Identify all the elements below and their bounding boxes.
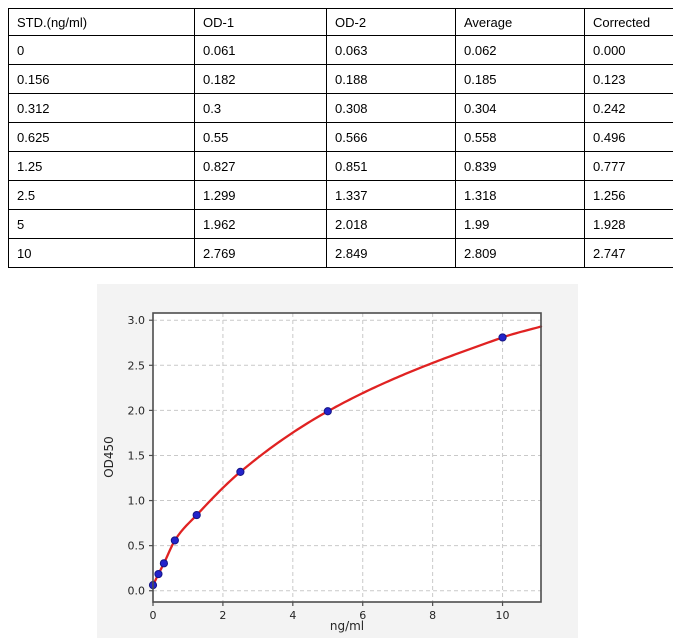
- table-cell: 2.747: [584, 238, 673, 268]
- table-row: 0.312 0.3 0.308 0.304 0.242: [8, 93, 673, 123]
- table-row: 2.5 1.299 1.337 1.318 1.256: [8, 180, 673, 210]
- y-tick-label: 2.0: [128, 404, 146, 417]
- table-cell: 0.242: [584, 93, 673, 123]
- table-cell: 0.839: [455, 151, 585, 181]
- table-cell: 0.188: [326, 64, 456, 94]
- table-cell: 0.566: [326, 122, 456, 152]
- table-row: 0.156 0.182 0.188 0.185 0.123: [8, 64, 673, 94]
- table-cell: 5: [8, 209, 195, 239]
- fit-curve-path: [151, 325, 543, 587]
- chart-svg: 0 2 4 6 8 10 0.0 0.5 1.0 1.5 2.0 2.5 3.0 ng/ml OD45…: [102, 312, 543, 633]
- table-cell: 0.496: [584, 122, 673, 152]
- table-cell: 1.25: [8, 151, 195, 181]
- x-axis-label: ng/ml: [330, 619, 364, 633]
- table-cell: 0.777: [584, 151, 673, 181]
- y-tick-label: 1.5: [128, 449, 146, 462]
- y-tick-label: 0.5: [128, 540, 146, 553]
- x-tick-label: 10: [496, 609, 510, 622]
- table-body: 0 0.061 0.063 0.062 0.000 0.156 0.182 0.188 0.18…: [8, 35, 673, 268]
- table-row: 0 0.061 0.063 0.062 0.000: [8, 35, 673, 65]
- table-row: 10 2.769 2.849 2.809 2.747: [8, 238, 673, 268]
- column-header: Average: [455, 8, 585, 36]
- table-cell: 1.256: [584, 180, 673, 210]
- table-cell: 2.018: [326, 209, 456, 239]
- table-cell: 0.3: [194, 93, 327, 123]
- y-axis-label: OD450: [102, 436, 116, 478]
- data-points: [148, 333, 507, 590]
- table-cell: 10: [8, 238, 195, 268]
- plot-area: [153, 313, 541, 602]
- table-cell: 1.299: [194, 180, 327, 210]
- grid: [153, 313, 541, 602]
- y-tick-label: 2.5: [128, 359, 146, 372]
- x-tick-label: 4: [289, 609, 296, 622]
- table-cell: 1.928: [584, 209, 673, 239]
- table-cell: 2.849: [326, 238, 456, 268]
- column-header: Corrected: [584, 8, 673, 36]
- standard-curve-chart: 0 2 4 6 8 10 0.0 0.5 1.0 1.5 2.0 2.5 3.0 ng/ml OD45…: [97, 284, 578, 638]
- table-cell: 2.5: [8, 180, 195, 210]
- x-tick-label: 6: [359, 609, 366, 622]
- table-cell: 1.337: [326, 180, 456, 210]
- table-cell: 0.156: [8, 64, 195, 94]
- standard-curve-table: STD.(ng/ml) OD-1 OD-2 Average Corrected 0 0.0…: [8, 8, 673, 268]
- table-cell: 0.625: [8, 122, 195, 152]
- y-tick-label: 0.0: [128, 585, 146, 598]
- table-cell: 0.182: [194, 64, 327, 94]
- y-tick-label: 1.0: [128, 495, 146, 508]
- data-point: [192, 510, 201, 520]
- table-cell: 0.308: [326, 93, 456, 123]
- table-cell: 0.851: [326, 151, 456, 181]
- x-tick-label: 0: [150, 609, 157, 622]
- table-row: 5 1.962 2.018 1.99 1.928: [8, 209, 673, 239]
- table-row: 1.25 0.827 0.851 0.839 0.777: [8, 151, 673, 181]
- table-cell: 0: [8, 35, 195, 65]
- table-cell: 1.318: [455, 180, 585, 210]
- table-cell: 0.185: [455, 64, 585, 94]
- table-header-row: STD.(ng/ml) OD-1 OD-2 Average Corrected: [8, 8, 673, 36]
- column-header: STD.(ng/ml): [8, 8, 195, 36]
- data-point: [236, 467, 245, 476]
- table-cell: 0.312: [8, 93, 195, 123]
- column-header: OD-1: [194, 8, 327, 36]
- data-point: [323, 407, 332, 416]
- table-cell: 0.55: [194, 122, 327, 152]
- table-cell: 0.304: [455, 93, 585, 123]
- data-point: [170, 536, 179, 545]
- table-cell: 0.558: [455, 122, 585, 152]
- y-tick-label: 3.0: [128, 314, 146, 327]
- plot-frame: [152, 312, 542, 603]
- table-cell: 0.063: [326, 35, 456, 65]
- table-row: 0.625 0.55 0.566 0.558 0.496: [8, 122, 673, 152]
- table-cell: 0.000: [584, 35, 673, 65]
- plot-border: [152, 312, 542, 603]
- table-cell: 2.769: [194, 238, 327, 268]
- table-cell: 2.809: [455, 238, 585, 268]
- x-tick-label: 2: [219, 609, 226, 622]
- table-cell: 0.827: [194, 151, 327, 181]
- column-header: OD-2: [326, 8, 456, 36]
- table-cell: 0.061: [194, 35, 327, 65]
- fit-curve: [151, 325, 543, 587]
- y-axis: 0.0 0.5 1.0 1.5 2.0 2.5 3.0: [128, 314, 153, 598]
- table-cell: 1.962: [194, 209, 327, 239]
- table-cell: 0.123: [584, 64, 673, 94]
- data-point: [154, 569, 163, 579]
- data-point: [498, 333, 507, 342]
- plot-background: [153, 313, 541, 602]
- table-cell: 0.062: [455, 35, 585, 65]
- x-tick-label: 8: [429, 609, 436, 622]
- data-point: [159, 559, 169, 568]
- table-cell: 1.99: [455, 209, 585, 239]
- x-axis: 0 2 4 6 8 10: [150, 602, 510, 622]
